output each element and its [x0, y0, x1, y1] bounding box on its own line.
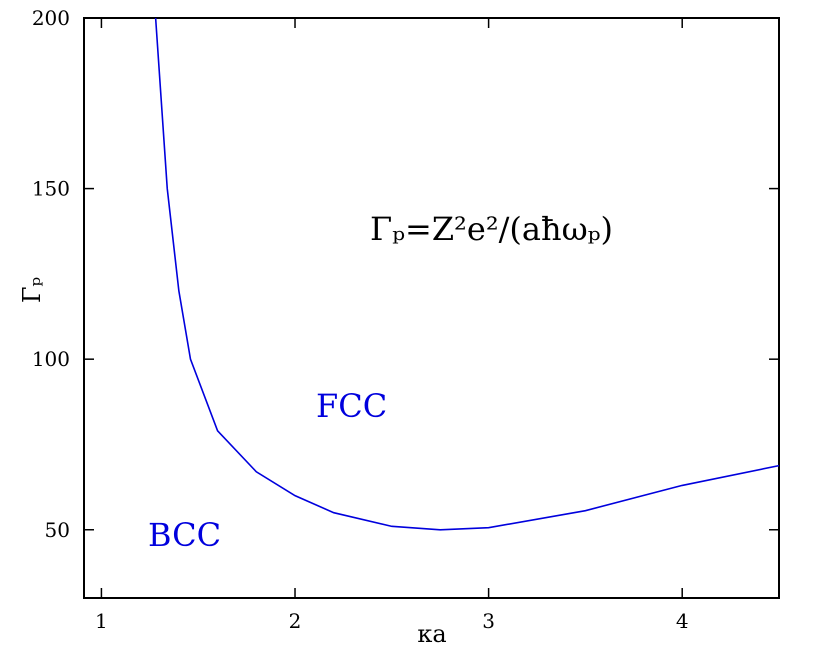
phase-label: FCC — [316, 387, 387, 425]
x-tick-label: 4 — [676, 609, 689, 633]
x-axis-label: κa — [417, 620, 446, 648]
formula: Γₚ=Z²e²/(aħωₚ) — [370, 210, 613, 248]
y-tick-label: 150 — [32, 177, 70, 201]
y-tick-label: 50 — [45, 518, 70, 542]
y-axis-label: Γₚ — [18, 277, 46, 303]
phase-label: BCC — [148, 516, 221, 554]
x-tick-label: 1 — [95, 609, 108, 633]
y-tick-label: 200 — [32, 6, 70, 30]
x-tick-label: 3 — [482, 609, 495, 633]
y-tick-label: 100 — [32, 347, 70, 371]
line — [154, 17, 780, 531]
plot-frame — [83, 17, 780, 599]
x-tick-label: 2 — [289, 609, 302, 633]
